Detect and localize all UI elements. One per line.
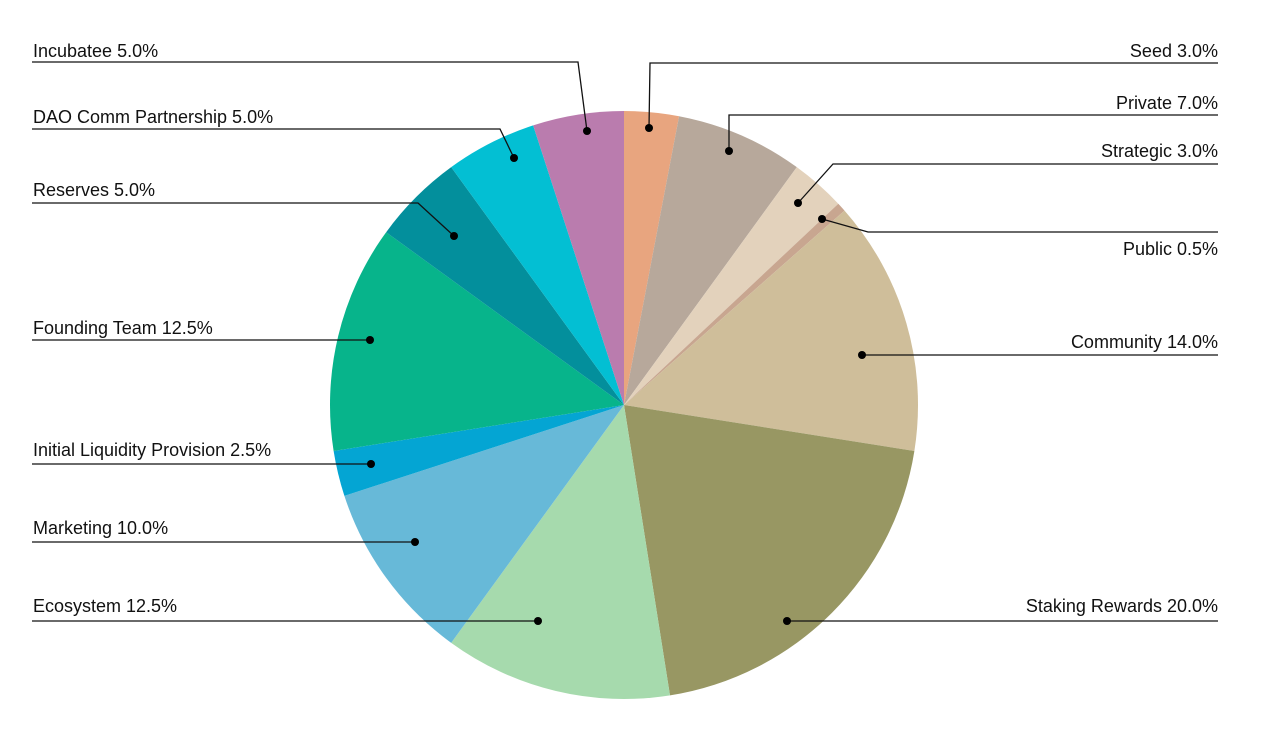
slice-reserves bbox=[386, 167, 624, 405]
slice-strategic bbox=[624, 167, 839, 405]
label-incubatee: Incubatee 5.0% bbox=[33, 41, 158, 61]
slice-dao-comm-partnership bbox=[451, 125, 624, 405]
slice-initial-liquidity-provision bbox=[333, 405, 624, 496]
slice-ecosystem bbox=[451, 405, 670, 699]
slice-public bbox=[624, 203, 845, 405]
label-private: Private 7.0% bbox=[1116, 93, 1218, 113]
label-reserves: Reserves 5.0% bbox=[33, 180, 155, 200]
leader-line-seed bbox=[648, 62, 1218, 129]
leader-dot-marketing bbox=[411, 538, 419, 546]
label-ecosystem: Ecosystem 12.5% bbox=[33, 596, 177, 616]
leader-dot-seed bbox=[645, 124, 653, 132]
leader-line-dao-comm-partnership bbox=[32, 128, 515, 159]
leader-dot-community bbox=[858, 351, 866, 359]
leader-line-private bbox=[728, 114, 1218, 151]
leader-dot-founding-team bbox=[366, 336, 374, 344]
leader-dot-private bbox=[725, 147, 733, 155]
leader-line-incubatee bbox=[32, 61, 588, 132]
slice-private bbox=[624, 116, 797, 406]
slice-founding-team bbox=[330, 232, 624, 451]
leader-dot-public bbox=[818, 215, 826, 223]
leader-dot-staking-rewards bbox=[783, 617, 791, 625]
leader-dot-strategic bbox=[794, 199, 802, 207]
leader-line-public bbox=[821, 218, 1218, 233]
label-initial-liquidity-provision: Initial Liquidity Provision 2.5% bbox=[33, 440, 271, 460]
label-staking-rewards: Staking Rewards 20.0% bbox=[1026, 596, 1218, 616]
label-strategic: Strategic 3.0% bbox=[1101, 141, 1218, 161]
pie-slices bbox=[330, 111, 918, 699]
label-community: Community 14.0% bbox=[1071, 332, 1218, 352]
slice-marketing bbox=[344, 405, 624, 643]
slice-community bbox=[624, 210, 918, 451]
slice-incubatee bbox=[533, 111, 624, 405]
leader-dot-dao-comm-partnership bbox=[510, 154, 518, 162]
leader-line-strategic bbox=[797, 163, 1218, 204]
leader-dot-incubatee bbox=[583, 127, 591, 135]
pie-labels: Seed 3.0% Private 7.0% Strategic 3.0% Publi… bbox=[32, 41, 1218, 625]
slice-staking-rewards bbox=[624, 405, 915, 696]
leader-dot-ecosystem bbox=[534, 617, 542, 625]
label-seed: Seed 3.0% bbox=[1130, 41, 1218, 61]
label-marketing: Marketing 10.0% bbox=[33, 518, 168, 538]
leader-line-reserves bbox=[32, 202, 455, 237]
label-founding-team: Founding Team 12.5% bbox=[33, 318, 213, 338]
leader-dot-initial-liquidity-provision bbox=[367, 460, 375, 468]
label-public: Public 0.5% bbox=[1123, 239, 1218, 259]
slice-seed bbox=[624, 111, 680, 405]
label-dao-comm-partnership: DAO Comm Partnership 5.0% bbox=[33, 107, 273, 127]
leader-dot-reserves bbox=[450, 232, 458, 240]
